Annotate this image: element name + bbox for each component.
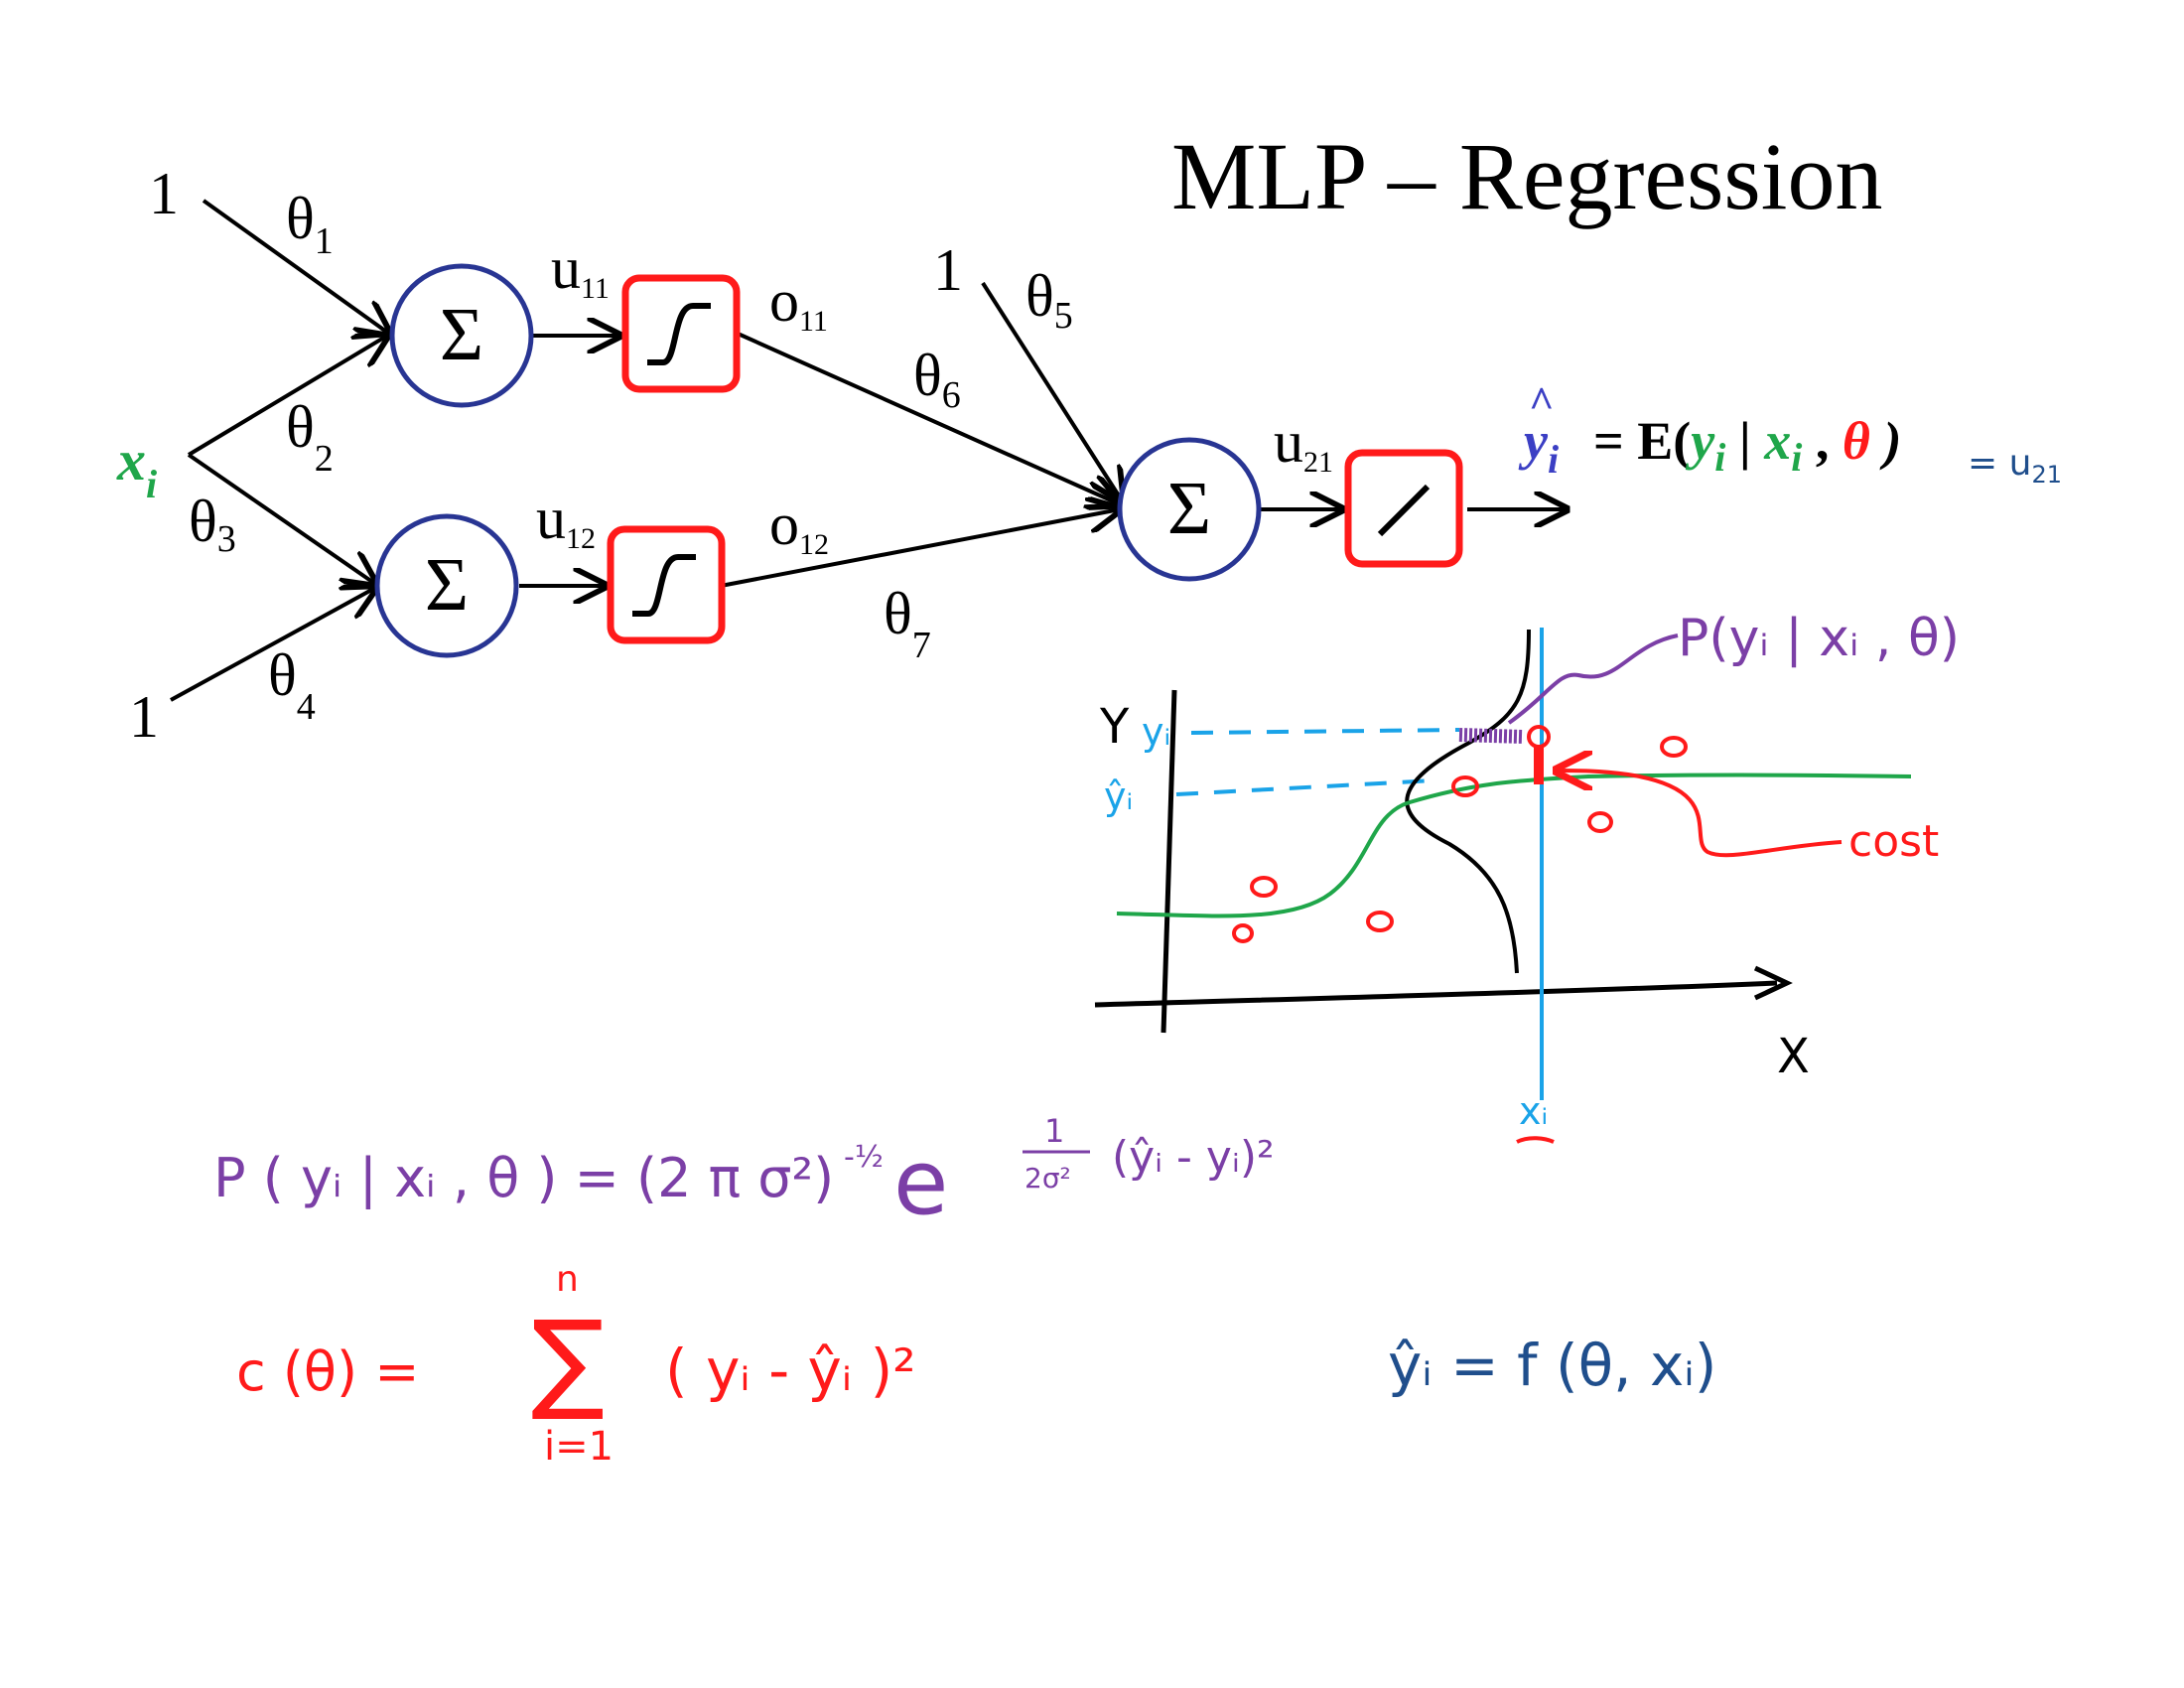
network-edges: [170, 199, 1567, 702]
sigmoid-activation-12: [607, 525, 726, 644]
x-axis-line: [1094, 980, 1778, 1008]
regression-curve: [1116, 773, 1912, 918]
theta-5: θ5: [1025, 263, 1073, 337]
yhat-guide-line: [1175, 778, 1435, 796]
yhat-i: yi: [1518, 411, 1559, 482]
data-point: [1451, 775, 1479, 797]
density-formula: P ( yᵢ | xᵢ , θ ) = (2 π σ²) -½ e 1 2σ² …: [213, 1112, 1275, 1235]
theta-6: θ6: [913, 343, 961, 416]
sum-neuron-21: Σ: [1117, 437, 1262, 582]
sum-neuron-11: Σ: [389, 263, 534, 408]
xi-underline: [1516, 1136, 1555, 1144]
xi-label: xᵢ: [1519, 1089, 1548, 1133]
density-pointer: [1507, 633, 1679, 725]
data-point: [1527, 725, 1551, 749]
theta-7: θ7: [884, 581, 931, 666]
sum-symbol-cost: ∑: [531, 1297, 605, 1424]
sum-symbol: Σ: [440, 293, 483, 376]
output-equation: ^ yi = E(yi | xi , θ ): [1518, 378, 1901, 482]
label-o12: o12: [769, 492, 829, 561]
density-e: e: [893, 1131, 948, 1235]
input-node-label: xi: [116, 428, 157, 506]
slide-title: MLP – Regression: [1171, 123, 1882, 229]
label-u21: u21: [1274, 409, 1333, 479]
sum-symbol: Σ: [425, 543, 469, 627]
data-point: [1366, 911, 1394, 932]
sigmoid-activation-11: [621, 274, 741, 393]
theta-2: θ2: [286, 394, 334, 480]
sum-bottom: i=1: [544, 1424, 614, 1470]
yi-label: yᵢ: [1142, 710, 1170, 754]
density-formula-exponent: -½: [844, 1140, 884, 1175]
bias-top: 1: [149, 161, 179, 226]
handwritten-u21: = u21: [1968, 443, 2062, 489]
density-e-frac-bot: 2σ²: [1024, 1162, 1071, 1195]
data-point: [1250, 876, 1278, 898]
sum-symbol: Σ: [1167, 467, 1211, 550]
bias-bottom: 1: [129, 684, 159, 750]
data-point: [1232, 923, 1254, 943]
linear-icon: [1377, 484, 1431, 537]
cost-pointer: [1557, 771, 1843, 858]
density-highlight: [1458, 728, 1525, 744]
y-axis-line: [1160, 689, 1177, 1034]
label-u12: u12: [536, 486, 596, 555]
sum-top: n: [556, 1259, 579, 1300]
data-point: [1660, 736, 1688, 758]
theta-1: θ1: [286, 186, 334, 262]
density-e-frac-top: 1: [1044, 1112, 1064, 1150]
theta-3: θ3: [189, 489, 236, 560]
sigmoid-icon: [632, 554, 696, 617]
sigmoid-icon: [647, 303, 711, 365]
theta-4: θ4: [268, 642, 316, 728]
label-u11: u11: [551, 235, 610, 305]
density-label: P(yᵢ | xᵢ , θ): [1678, 609, 1960, 668]
cost-term: ( yᵢ - ŷᵢ )²: [665, 1336, 916, 1404]
cost-lhs: c (θ) =: [236, 1340, 419, 1403]
yi-guide-line: [1190, 728, 1460, 735]
bias-output: 1: [933, 237, 963, 303]
y-axis-label: Y: [1099, 699, 1130, 755]
data-points: [1232, 725, 1688, 943]
yhat-label: ŷᵢ: [1104, 774, 1133, 818]
equation-expression: = E(yi | xi , θ ): [1593, 411, 1901, 480]
f-definition: ŷᵢ = f (θ, xᵢ): [1388, 1332, 1716, 1399]
network-labels: 1 1 1 θ1 θ2 θ3 θ4 θ5 θ6 θ7 u11 u12 o11 o…: [129, 161, 1333, 750]
sum-neuron-12: Σ: [374, 513, 519, 658]
gaussian-density-curve: [1405, 629, 1531, 974]
hat-mark: ^: [1529, 378, 1555, 427]
x-axis-label: X: [1777, 1029, 1810, 1084]
cost-formula: c (θ) = n ∑ i=1 ( yᵢ - ŷᵢ )²: [236, 1259, 916, 1470]
density-e-term: (ŷᵢ - yᵢ)²: [1112, 1132, 1275, 1183]
cost-label: cost: [1848, 816, 1939, 867]
sketch-plot: Y X yᵢ ŷᵢ xᵢ P(yᵢ | xᵢ , θ): [1094, 609, 1960, 1144]
label-o11: o11: [769, 268, 828, 338]
data-point: [1587, 811, 1613, 833]
density-formula-main: P ( yᵢ | xᵢ , θ ) = (2 π σ²): [213, 1147, 834, 1209]
x-axis-arrow: [1753, 965, 1793, 1001]
linear-activation-21: [1344, 449, 1463, 568]
